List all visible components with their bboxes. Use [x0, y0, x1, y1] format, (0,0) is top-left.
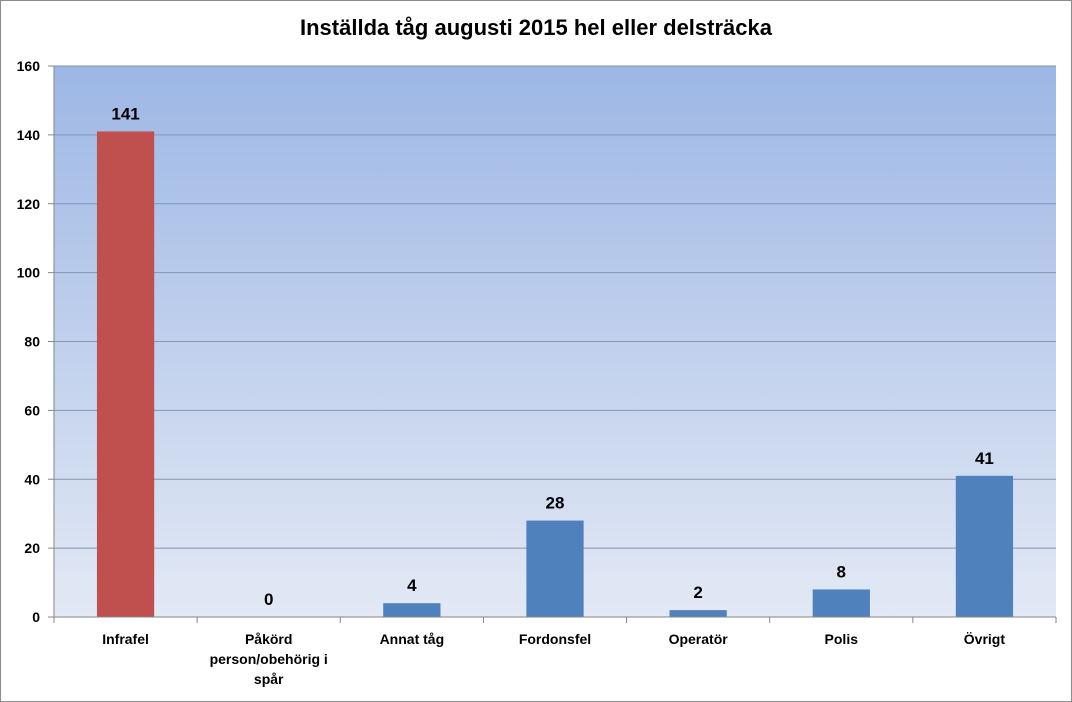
data-label: 0: [264, 590, 273, 609]
category-label: Polis: [825, 631, 859, 647]
category-label: Annat tåg: [380, 631, 445, 647]
category-label: Påkörd: [245, 631, 292, 647]
bar: [96, 131, 155, 617]
category-label: Operatör: [669, 631, 729, 647]
data-label: 8: [837, 562, 846, 581]
data-label: 4: [407, 576, 417, 595]
y-tick-label: 160: [17, 58, 41, 74]
bar: [955, 475, 1014, 617]
bar: [812, 589, 870, 617]
chart-title: Inställda tåg augusti 2015 hel eller del…: [300, 15, 772, 40]
y-tick-label: 140: [17, 127, 41, 143]
y-tick-label: 120: [17, 196, 41, 212]
data-label: 2: [693, 583, 702, 602]
y-tick-label: 40: [24, 471, 40, 487]
category-label: Fordonsfel: [519, 631, 591, 647]
category-label: spår: [254, 671, 284, 687]
y-tick-label: 60: [24, 402, 40, 418]
bar: [669, 610, 727, 617]
bar: [526, 520, 584, 617]
y-tick-label: 100: [17, 265, 41, 281]
y-tick-label: 80: [24, 334, 40, 350]
data-label: 141: [111, 104, 139, 123]
y-tick-label: 0: [32, 609, 40, 625]
bar: [383, 603, 441, 617]
y-tick-label: 20: [24, 540, 40, 556]
data-label: 28: [546, 494, 565, 513]
category-label: Infrafel: [102, 631, 149, 647]
category-label: person/obehörig i: [210, 651, 328, 667]
category-label: Övrigt: [964, 631, 1006, 647]
data-label: 41: [975, 449, 994, 468]
